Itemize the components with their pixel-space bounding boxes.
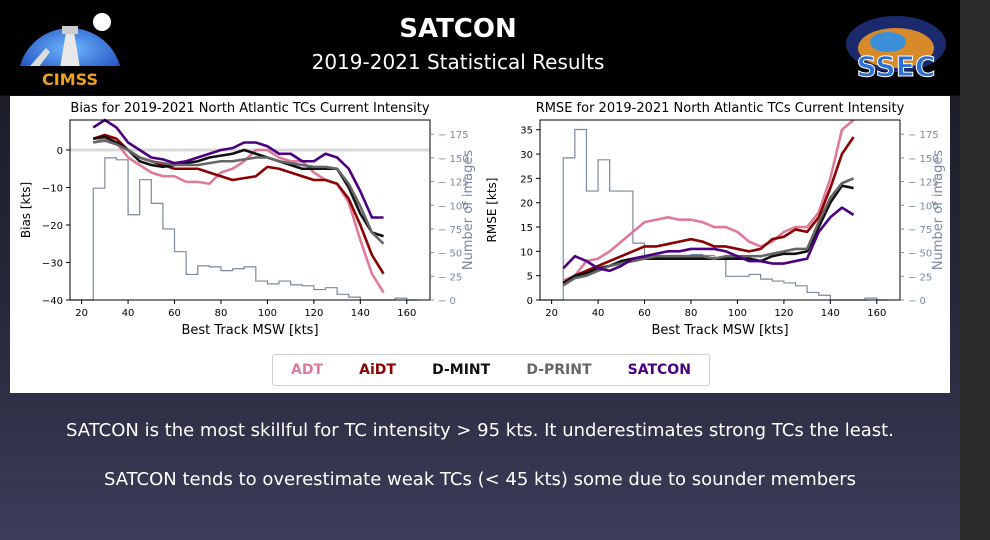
series-line-satcon <box>92 118 384 219</box>
series-line-aidt <box>562 136 855 285</box>
series-line-d-print <box>562 177 855 287</box>
y2-tick-label: − 75 <box>908 225 932 236</box>
y2-tick-label: − 50 <box>908 249 932 260</box>
y-axis-label: Bias [kts] <box>19 182 33 238</box>
y2-tick-label: − 0 <box>438 296 456 307</box>
x-tick-label: 160 <box>867 308 886 319</box>
y2-tick-label: − 150 <box>438 154 469 165</box>
window-edge <box>960 0 990 540</box>
slide-subtitle: 2019-2021 Statistical Results <box>311 50 605 74</box>
x-axis-label: Best Track MSW [kts] <box>181 323 318 338</box>
y2-tick-label: − 175 <box>908 130 939 141</box>
x-tick-label: 20 <box>75 308 88 319</box>
y-tick-label: 30 <box>520 150 533 161</box>
bias-chart: Bias for 2019-2021 North Atlantic TCs Cu… <box>19 101 476 338</box>
rmse-chart: RMSE for 2019-2021 North Atlantic TCs Cu… <box>485 101 946 338</box>
y-tick-label: 15 <box>520 223 533 234</box>
legend-item-d-mint: D-MINT <box>432 362 491 378</box>
y-tick-label: 10 <box>520 247 533 258</box>
plot-frame <box>69 119 431 301</box>
x-tick-label: 160 <box>397 308 416 319</box>
cimss-logo: CIMSS <box>18 13 122 89</box>
figure-panel: Bias for 2019-2021 North Atlantic TCs Cu… <box>10 96 950 393</box>
y-tick-label: −20 <box>42 221 63 232</box>
legend: ADT AiDT D-MINT D-PRINT SATCON <box>272 354 710 386</box>
x-axis-label: Best Track MSW [kts] <box>651 323 788 338</box>
y2-tick-label: − 175 <box>438 130 469 141</box>
ssec-logo-text: SSEC <box>857 50 936 83</box>
x-tick-label: 140 <box>351 308 370 319</box>
x-tick-label: 80 <box>215 308 228 319</box>
slide-title: SATCON <box>399 14 517 44</box>
x-tick-label: 80 <box>685 308 698 319</box>
cimss-logo-text: CIMSS <box>42 70 98 89</box>
x-tick-label: 40 <box>122 308 135 319</box>
y2-tick-label: − 125 <box>908 178 939 189</box>
legend-item-d-print: D-PRINT <box>526 362 592 378</box>
y-tick-label: 20 <box>520 199 533 210</box>
y2-axis-label: Number of images <box>461 150 476 271</box>
x-tick-label: 120 <box>304 308 323 319</box>
y-tick-label: −40 <box>42 296 63 307</box>
legend-item-aidt: AiDT <box>359 362 396 378</box>
legend-item-adt: ADT <box>291 362 324 378</box>
caption-line-2: SATCON tends to overestimate weak TCs (<… <box>103 469 857 490</box>
y-axis-label: RMSE [kts] <box>485 178 499 243</box>
ssec-logo: SSEC <box>846 16 946 84</box>
x-tick-label: 60 <box>168 308 181 319</box>
y2-tick-label: − 100 <box>438 201 469 212</box>
y2-tick-label: − 0 <box>908 296 926 307</box>
x-tick-label: 100 <box>258 308 277 319</box>
series-line-d-print <box>93 139 385 245</box>
y-tick-label: 5 <box>527 272 533 283</box>
x-tick-label: 20 <box>545 308 558 319</box>
slide: CIMSS SATCON 2019-2021 Statistical Resul… <box>0 0 960 540</box>
y-tick-label: 0 <box>57 146 63 157</box>
x-tick-label: 100 <box>728 308 747 319</box>
y2-tick-label: − 100 <box>908 201 939 212</box>
chart-title: RMSE for 2019-2021 North Atlantic TCs Cu… <box>536 101 905 116</box>
x-tick-label: 120 <box>774 308 793 319</box>
y2-tick-label: − 150 <box>908 154 939 165</box>
y2-axis-label: Number of images <box>931 150 946 271</box>
chart-title: Bias for 2019-2021 North Atlantic TCs Cu… <box>70 101 429 116</box>
y-tick-label: 35 <box>520 126 533 137</box>
y-tick-label: 25 <box>520 174 533 185</box>
y-tick-label: −10 <box>42 184 63 195</box>
histogram-bars <box>70 157 419 301</box>
y2-tick-label: − 50 <box>438 249 462 260</box>
legend-item-satcon: SATCON <box>627 362 691 378</box>
caption-line-1: SATCON is the most skillful for TC inten… <box>66 420 894 441</box>
y2-tick-label: − 25 <box>438 272 462 283</box>
y2-tick-label: − 25 <box>908 272 932 283</box>
plot-frame <box>539 119 901 301</box>
x-tick-label: 140 <box>821 308 840 319</box>
y2-tick-label: − 125 <box>438 178 469 189</box>
x-tick-label: 40 <box>592 308 605 319</box>
series-line-satcon <box>562 206 855 273</box>
x-tick-label: 60 <box>638 308 651 319</box>
series-line-adt <box>562 119 855 282</box>
y2-tick-label: − 75 <box>438 225 462 236</box>
y-tick-label: 0 <box>527 296 533 307</box>
y-tick-label: −30 <box>42 259 63 270</box>
